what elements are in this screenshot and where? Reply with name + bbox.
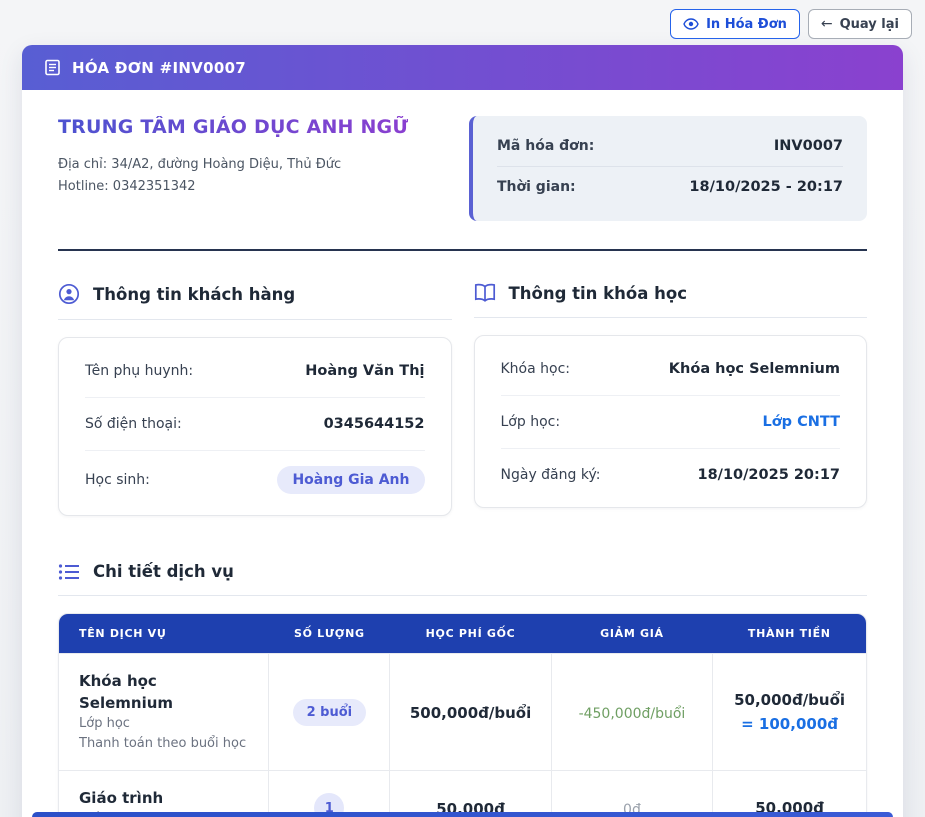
services-section: Chi tiết dịch vụ TÊN DỊCH VỤ SỐ LƯỢNG HỌ… [58,562,867,817]
services-table: TÊN DỊCH VỤ SỐ LƯỢNG HỌC PHÍ GỐC GIẢM GI… [59,614,866,817]
book-icon [474,283,496,303]
register-date-value: 18/10/2025 20:17 [697,467,840,483]
invoice-time-value: 18/10/2025 - 20:17 [689,179,843,195]
services-table-wrap: TÊN DỊCH VỤ SỐ LƯỢNG HỌC PHÍ GỐC GIẢM GI… [58,613,867,817]
print-invoice-label: In Hóa Đơn [706,16,787,32]
invoice-meta-box: Mã hóa đơn: INV0007 Thời gian: 18/10/202… [469,116,867,221]
course-section-title: Thông tin khóa học [508,283,687,303]
print-invoice-button[interactable]: In Hóa Đơn [670,9,800,39]
service-price: 500,000đ/buổi [409,703,532,722]
org-info: TRUNG TÂM GIÁO DỤC ANH NGỮ Địa chỉ: 34/A… [58,116,408,198]
service-qty-cell: 1 [268,770,390,817]
back-button[interactable]: ← Quay lại [807,9,912,39]
invoice-title: HÓA ĐƠN #INV0007 [72,58,247,77]
course-name-row: Khóa học: Khóa học Selemnium [501,342,841,395]
course-section-head: Thông tin khóa học [473,283,867,318]
course-name-value: Khóa học Selemnium [668,360,840,377]
col-base-fee: HỌC PHÍ GỐC [389,614,552,654]
services-section-head: Chi tiết dịch vụ [58,562,867,596]
invoice-card-header: HÓA ĐƠN #INV0007 [22,45,903,90]
service-total-cell: 50,000đ [712,770,866,817]
service-price-cell: 500,000đ/buổi [389,653,552,771]
service-total-unit: 50,000đ/buổi [734,691,846,709]
org-name: TRUNG TÂM GIÁO DỤC ANH NGỮ [58,116,409,138]
service-total-cell: 50,000đ/buổi = 100,000đ [712,653,866,771]
service-price-cell: 50,000đ [389,770,552,817]
service-sub1: Lớp học [79,716,130,731]
invoice-card: HÓA ĐƠN #INV0007 TRUNG TÂM GIÁO DỤC ANH … [22,45,903,817]
student-badge: Hoàng Gia Anh [277,466,425,494]
service-sub2: Thanh toán theo buổi học [79,736,247,751]
table-row: Giáo trình Phí phụ thu 1 50,000đ 0đ [59,770,866,817]
register-date-row: Ngày đăng ký: 18/10/2025 20:17 [500,448,840,501]
phone-row: Số điện thoại: 0345644152 [85,397,425,450]
service-name-cell: Khóa học Selemnium Lớp học Thanh toán th… [59,653,269,771]
course-card: Khóa học: Khóa học Selemnium Lớp học: Lớ… [473,335,867,508]
top-row: TRUNG TÂM GIÁO DỤC ANH NGỮ Địa chỉ: 34/A… [58,116,867,221]
section-divider [58,249,867,251]
services-table-header-row: TÊN DỊCH VỤ SỐ LƯỢNG HỌC PHÍ GỐC GIẢM GI… [59,614,866,654]
meta-row-code: Mã hóa đơn: INV0007 [497,126,843,166]
user-icon [58,283,80,305]
service-name-cell: Giáo trình Phí phụ thu [59,770,269,817]
next-section-top-edge [32,812,893,817]
eye-icon [683,18,699,30]
toolbar: In Hóa Đơn ← Quay lại [670,9,912,39]
customer-section: Thông tin khách hàng Tên phụ huynh: Hoàn… [58,283,452,516]
col-discount: GIẢM GIÁ [551,614,713,654]
student-label: Học sinh: [85,472,150,488]
course-name-label: Khóa học: [500,360,571,377]
services-section-title: Chi tiết dịch vụ [93,562,234,581]
list-icon [58,563,80,581]
col-service-name: TÊN DỊCH VỤ [59,614,269,654]
col-total: THÀNH TIỀN [712,614,866,654]
phone-label: Số điện thoại: [85,416,182,432]
invoice-content: TRUNG TÂM GIÁO DỤC ANH NGỮ Địa chỉ: 34/A… [22,90,903,817]
customer-section-head: Thông tin khách hàng [58,283,452,320]
service-name: Khóa học Selemnium [79,672,174,712]
org-address: Địa chỉ: 34/A2, đường Hoàng Diệu, Thủ Đứ… [58,157,342,172]
service-total-sum: = 100,000đ [741,715,838,733]
parent-name-row: Tên phụ huynh: Hoàng Văn Thị [85,344,425,397]
parent-name-value: Hoàng Văn Thị [305,362,425,379]
info-grid: Thông tin khách hàng Tên phụ huynh: Hoàn… [58,283,867,516]
customer-section-title: Thông tin khách hàng [93,284,296,304]
register-date-label: Ngày đăng ký: [500,467,601,483]
table-row: Khóa học Selemnium Lớp học Thanh toán th… [59,653,866,771]
parent-name-label: Tên phụ huynh: [85,362,194,379]
student-row: Học sinh: Hoàng Gia Anh [85,450,425,509]
org-hotline: Hotline: 0342351342 [58,179,196,194]
course-section: Thông tin khóa học Khóa học: Khóa học Se… [473,283,867,516]
col-quantity: SỐ LƯỢNG [268,614,390,654]
invoice-icon [44,59,61,76]
back-label: Quay lại [839,16,899,32]
class-row: Lớp học: Lớp CNTT [500,395,840,448]
service-discount-cell: 0đ [550,770,713,817]
class-value[interactable]: Lớp CNTT [762,414,840,430]
service-name: Giáo trình [79,789,164,807]
service-discount-cell: -450,000đ/buổi [550,653,713,771]
customer-card: Tên phụ huynh: Hoàng Văn Thị Số điện tho… [58,337,452,516]
invoice-time-label: Thời gian: [497,179,576,195]
phone-value: 0345644152 [323,416,425,432]
meta-row-time: Thời gian: 18/10/2025 - 20:17 [497,166,843,207]
invoice-code-label: Mã hóa đơn: [497,138,595,154]
back-arrow-icon: ← [820,16,833,32]
service-discount: -450,000đ/buổi [578,705,686,722]
qty-badge: 2 buổi [292,698,367,726]
class-label: Lớp học: [500,414,561,430]
invoice-code-value: INV0007 [773,138,843,154]
service-qty-cell: 2 buổi [268,653,390,771]
